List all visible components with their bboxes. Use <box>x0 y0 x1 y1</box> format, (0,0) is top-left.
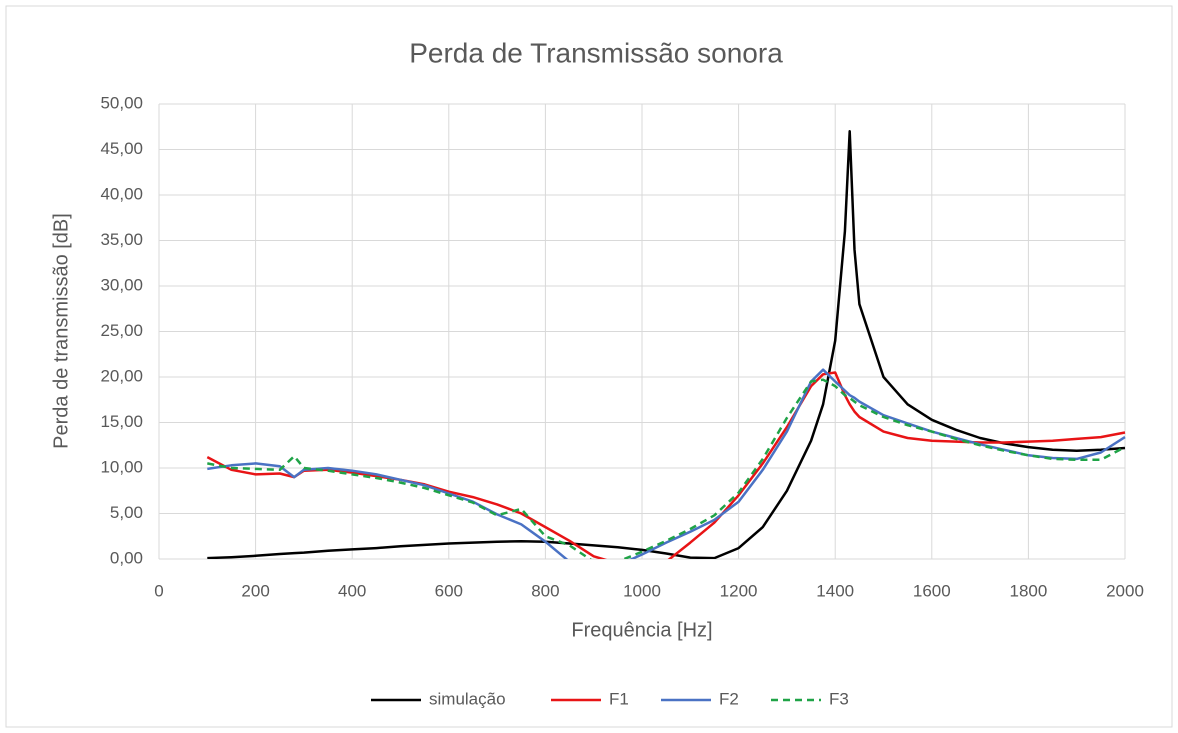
y-tick-label: 20,00 <box>100 366 143 385</box>
legend-label: F2 <box>719 689 739 708</box>
x-tick-label: 1000 <box>623 581 661 600</box>
x-tick-label: 2000 <box>1106 581 1144 600</box>
x-tick-label: 1600 <box>913 581 951 600</box>
x-tick-label: 1200 <box>720 581 758 600</box>
chart-title: Perda de Transmissão sonora <box>409 37 783 68</box>
x-axis-label: Frequência [Hz] <box>571 619 712 641</box>
x-tick-label: 0 <box>154 581 163 600</box>
x-tick-label: 1800 <box>1009 581 1047 600</box>
legend: simulação F1 F2 F3 <box>371 689 849 708</box>
series-line <box>207 378 1126 559</box>
x-tick-label: 600 <box>435 581 463 600</box>
x-tick-label: 1400 <box>816 581 854 600</box>
series-line <box>207 130 1126 559</box>
legend-label: F3 <box>829 689 849 708</box>
y-tick-label: 0,00 <box>110 548 143 567</box>
legend-label: simulação <box>429 689 506 708</box>
legend-label: F1 <box>609 689 629 708</box>
y-tick-label: 10,00 <box>100 457 143 476</box>
plot-lines <box>206 130 1126 559</box>
y-tick-label: 30,00 <box>100 275 143 294</box>
y-tick-label: 25,00 <box>100 321 143 340</box>
y-tick-label: 35,00 <box>100 230 143 249</box>
chart-border <box>5 5 1173 728</box>
y-axis-label: Perda de transmissão [dB] <box>50 213 72 449</box>
y-tick-label: 15,00 <box>100 412 143 431</box>
y-tick-label: 50,00 <box>100 93 143 112</box>
series-line <box>206 371 1126 559</box>
x-tick-label: 800 <box>531 581 559 600</box>
y-tick-label: 5,00 <box>110 503 143 522</box>
x-tick-label: 400 <box>338 581 366 600</box>
y-tick-label: 40,00 <box>100 184 143 203</box>
y-tick-label: 45,00 <box>100 139 143 158</box>
x-tick-label: 200 <box>241 581 269 600</box>
